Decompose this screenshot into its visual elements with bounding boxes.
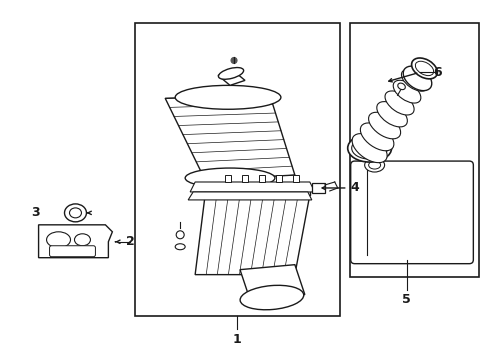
- Ellipse shape: [368, 161, 380, 169]
- Text: 1: 1: [232, 333, 241, 346]
- Polygon shape: [224, 175, 230, 182]
- Ellipse shape: [397, 83, 405, 90]
- Ellipse shape: [64, 204, 86, 222]
- Ellipse shape: [347, 134, 391, 162]
- Polygon shape: [275, 175, 281, 182]
- Ellipse shape: [218, 68, 243, 79]
- Polygon shape: [204, 185, 309, 195]
- Ellipse shape: [411, 58, 436, 79]
- Polygon shape: [292, 175, 298, 182]
- Ellipse shape: [69, 208, 81, 218]
- Ellipse shape: [376, 102, 407, 127]
- Ellipse shape: [175, 85, 280, 109]
- Ellipse shape: [240, 285, 303, 310]
- Polygon shape: [242, 175, 247, 182]
- Text: 4: 4: [349, 181, 358, 194]
- Ellipse shape: [74, 234, 90, 246]
- Ellipse shape: [351, 134, 386, 163]
- Polygon shape: [190, 182, 314, 192]
- Ellipse shape: [185, 168, 274, 188]
- Text: 6: 6: [432, 66, 441, 79]
- Polygon shape: [311, 183, 324, 193]
- Ellipse shape: [401, 69, 427, 91]
- Ellipse shape: [368, 112, 400, 139]
- Ellipse shape: [414, 61, 433, 76]
- Ellipse shape: [176, 231, 184, 239]
- Ellipse shape: [384, 91, 413, 115]
- FancyBboxPatch shape: [350, 161, 472, 264]
- Ellipse shape: [403, 66, 431, 91]
- Polygon shape: [240, 265, 304, 300]
- Ellipse shape: [46, 232, 70, 248]
- Ellipse shape: [364, 158, 384, 172]
- Polygon shape: [39, 225, 112, 258]
- Ellipse shape: [392, 80, 420, 103]
- Ellipse shape: [230, 58, 237, 63]
- Polygon shape: [188, 192, 311, 200]
- Ellipse shape: [175, 244, 185, 250]
- FancyBboxPatch shape: [49, 246, 95, 257]
- Bar: [135, 23, 339, 316]
- Polygon shape: [165, 95, 294, 180]
- Text: 5: 5: [401, 293, 410, 306]
- Ellipse shape: [351, 137, 387, 159]
- Text: 2: 2: [126, 235, 134, 248]
- Ellipse shape: [360, 123, 393, 151]
- Polygon shape: [195, 195, 309, 275]
- Text: 3: 3: [31, 206, 40, 219]
- Polygon shape: [218, 71, 244, 85]
- Bar: [349, 23, 478, 276]
- Polygon shape: [259, 175, 264, 182]
